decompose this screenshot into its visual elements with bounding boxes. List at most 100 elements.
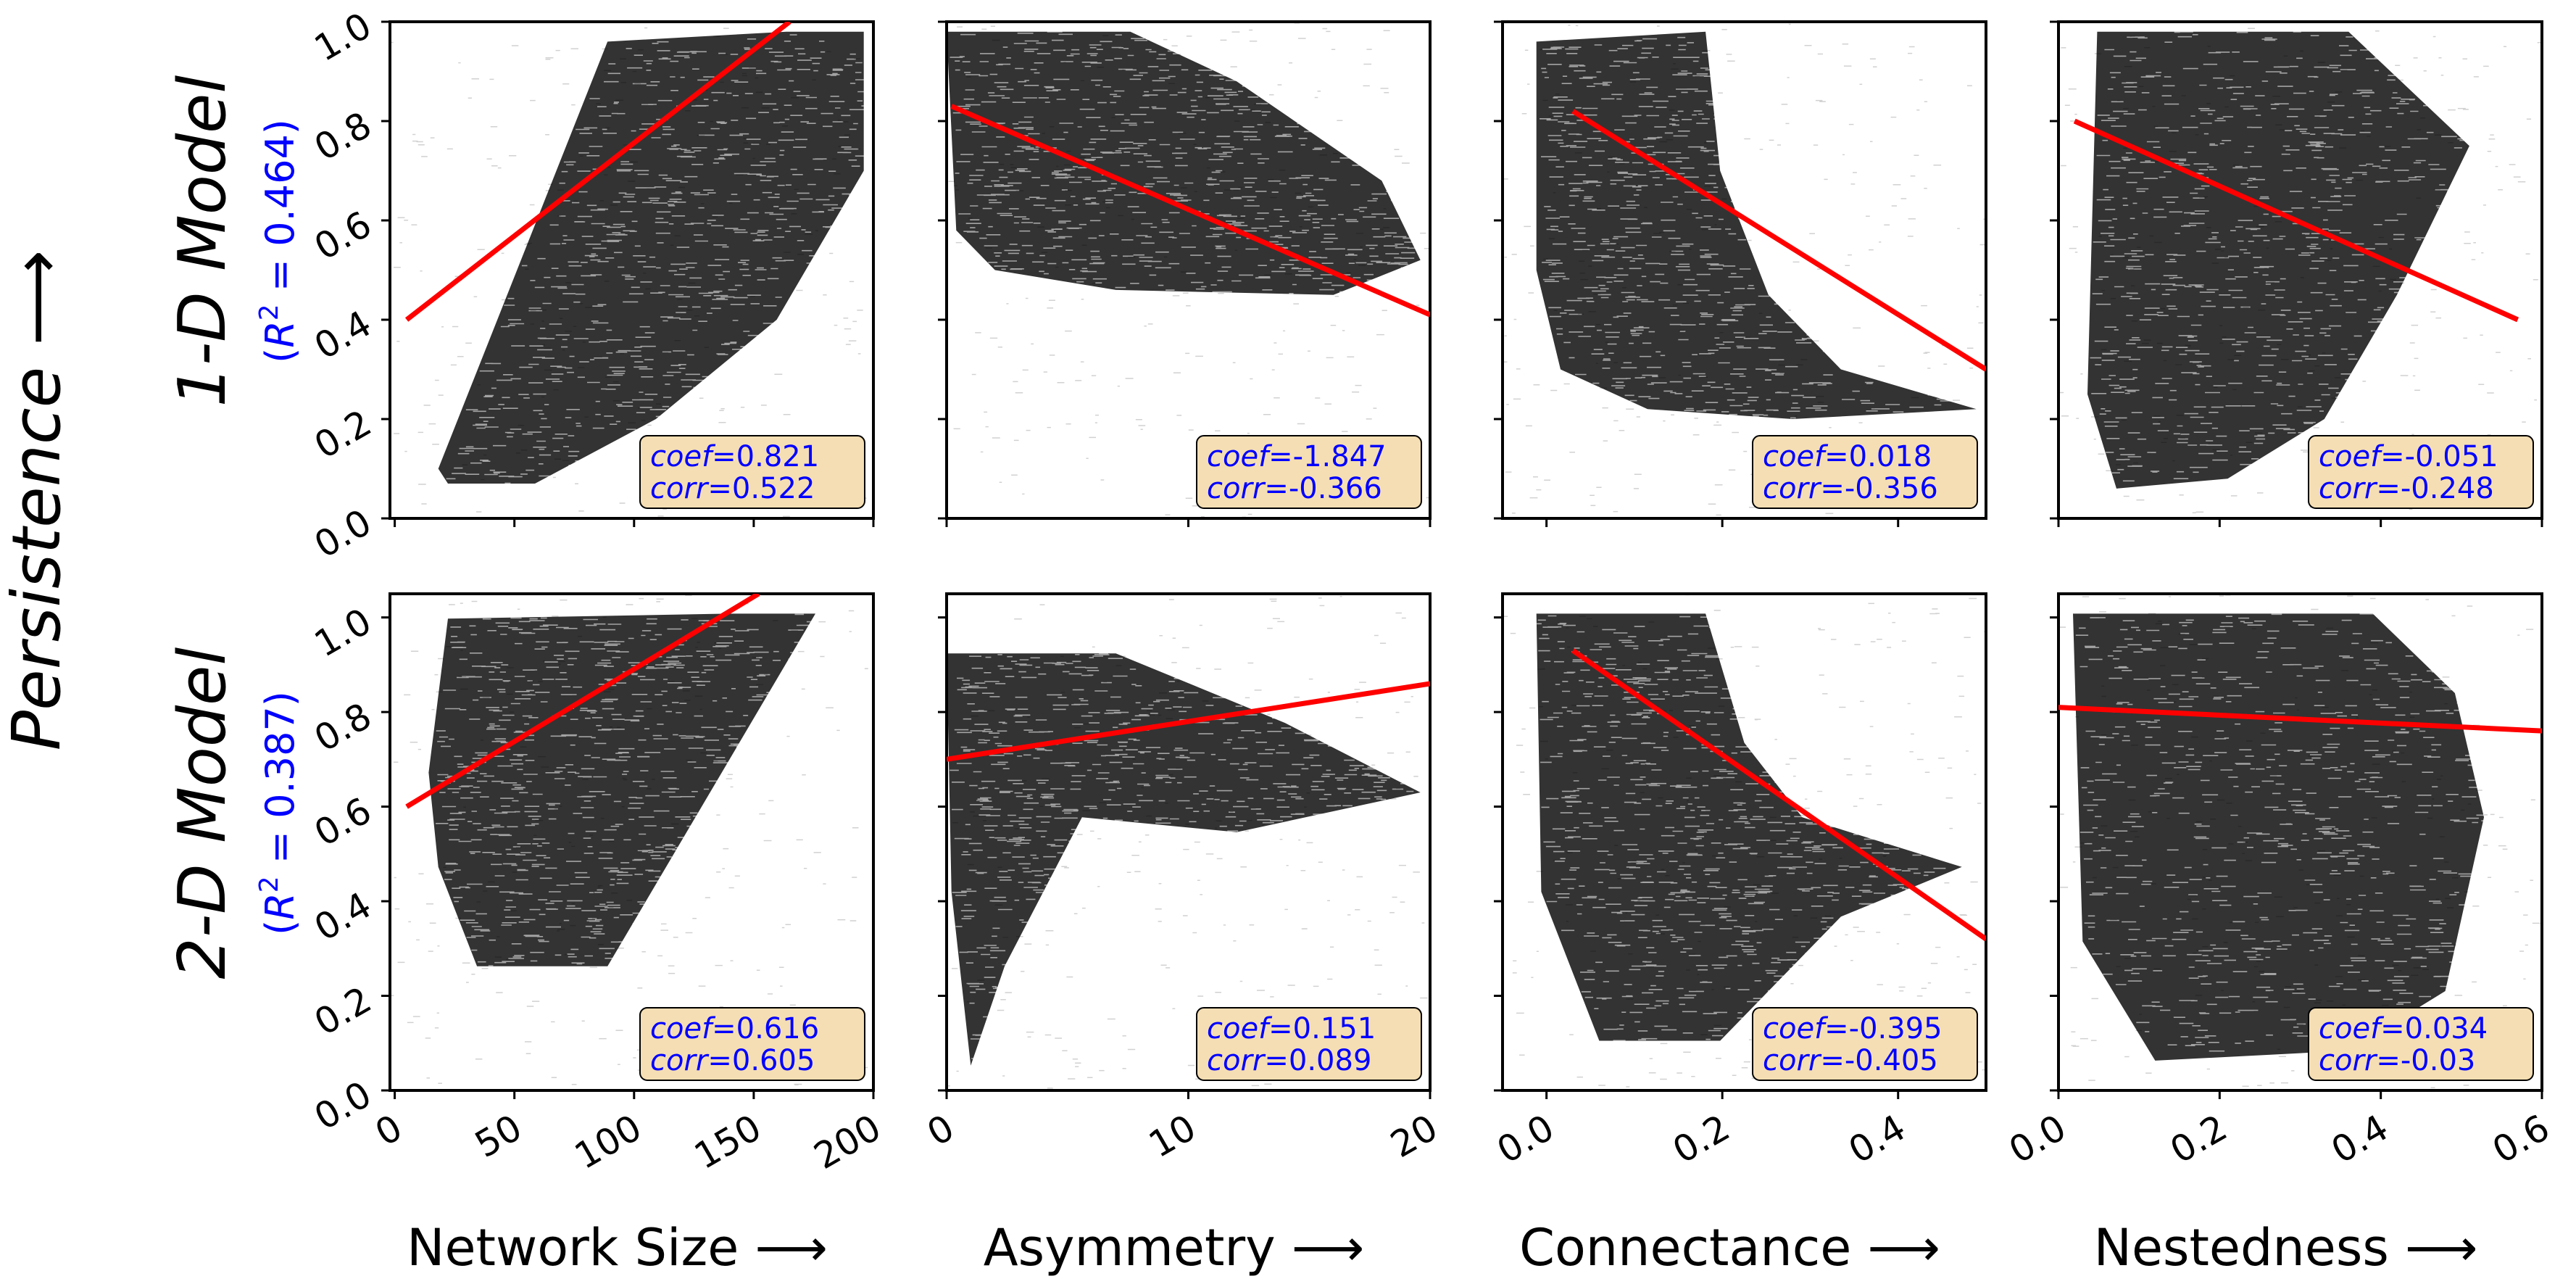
panel-frame [389,592,875,1092]
svg-text:1.0: 1.0 [307,600,378,666]
panel-frame [2057,592,2543,1092]
svg-text:150: 150 [687,1106,768,1177]
density-region [2073,613,2484,1061]
corr-text: corr=-0.248 [2319,472,2494,505]
x-tick-label: 0.6 [2485,1106,2556,1172]
x-tick-label: 100 [568,1106,649,1177]
coef-text: coef=0.034 [2319,1012,2488,1045]
svg-text:0.4: 0.4 [2324,1106,2396,1172]
scatter-density [391,22,873,517]
corr-text: corr=-0.356 [1763,472,1938,505]
row-r2-1: (R2 = 0.464) [254,119,303,363]
x-tick-label: 0.4 [1842,1106,1913,1172]
svg-text:0.0: 0.0 [307,1073,378,1138]
svg-text:0.0: 0.0 [307,501,378,566]
annotation-box [2308,1007,2534,1081]
svg-text:0.2: 0.2 [2163,1106,2234,1172]
svg-text:0: 0 [368,1106,410,1154]
density-gaps [950,653,1414,1059]
x-tick-label: 0.0 [1490,1106,1561,1172]
y-tick-label: 0.8 [307,104,378,169]
svg-text:0: 0 [920,1106,961,1154]
density-region [1536,31,1977,419]
scatter-density [947,595,1430,1089]
svg-text:0.8: 0.8 [307,104,378,169]
svg-text:0.4: 0.4 [1842,1106,1913,1172]
annotation-box [639,435,865,509]
y-tick-label: 1.0 [307,4,378,70]
density-gaps [436,613,823,966]
corr-text: corr=0.522 [650,472,815,505]
regression-line [2073,118,2519,323]
x-tick-label: 10 [1142,1106,1202,1166]
coef-text: coef=0.821 [650,440,819,473]
row-model-label: 2-D Model [165,647,241,979]
corr-text: corr=-0.405 [1763,1044,1938,1077]
panel-2-1: 0.0 0.2 0.4 0.6 0.8 1.0 0 50 100 150 200 coef=0.616… [307,592,888,1177]
annotation-box [639,1007,865,1081]
coef-text: coef=0.151 [1207,1012,1376,1045]
svg-text:0.2: 0.2 [1666,1106,1737,1172]
scatter-density [1503,23,1986,516]
annotation-box [1752,1007,1978,1081]
panel-frame [2057,20,2543,520]
regression-line [1571,648,1986,942]
x-tick-label: 0 [368,1106,410,1154]
x-tick-label: 200 [807,1106,888,1177]
density-region [947,31,1421,295]
sparse-points [391,22,867,517]
y-tick-label: 0.0 [307,501,378,566]
svg-text:0.0: 0.0 [1490,1106,1561,1172]
sparse-points [1504,594,1986,1088]
density-gaps [2090,31,2472,482]
corr-text: corr=0.605 [650,1044,815,1077]
density-gaps [950,31,1423,294]
density-region [428,613,815,966]
svg-text:0.6: 0.6 [307,790,378,855]
panel-frame [389,20,875,520]
coef-text: coef=0.616 [650,1012,819,1045]
xlabel-connectance: Connectance ⟶ [1519,1218,1940,1277]
svg-text:50: 50 [468,1106,529,1166]
y-tick-label: 0.6 [307,203,378,268]
svg-text:20: 20 [1384,1106,1445,1166]
scatter-density [2058,22,2541,518]
density-region [2087,31,2469,489]
annotation-box [1752,435,1978,509]
y-tick-label: 0.2 [307,979,378,1044]
coef-text: coef=0.018 [1763,440,1932,473]
x-tick-label: 20 [1384,1106,1445,1166]
row-title-2: 2-D Model [165,647,241,979]
scatter-density [1504,594,1986,1088]
coef-text: coef=-0.395 [1763,1012,1943,1045]
x-tick-label: 0.0 [2002,1106,2073,1172]
regression-line [405,594,760,809]
panel-frame [1501,592,1987,1092]
svg-text:0.0: 0.0 [2002,1106,2073,1172]
coef-text: coef=-1.847 [1207,440,1387,473]
density-gaps [446,34,873,484]
density-gaps [1540,36,1954,419]
corr-text: corr=-0.03 [2319,1044,2475,1077]
svg-text:0.2: 0.2 [307,402,378,467]
x-tick-label: 0 [920,1106,961,1154]
svg-text:0.6: 0.6 [2485,1106,2556,1172]
corr-text: corr=0.089 [1207,1044,1371,1077]
corr-text: corr=-0.366 [1207,472,1382,505]
sparse-points [2059,594,2542,1090]
y-tick-label: 0.8 [307,695,378,760]
x-tick-label: 0.4 [2324,1106,2396,1172]
svg-text:0.4: 0.4 [307,302,378,368]
coef-text: coef=-0.051 [2319,440,2498,473]
